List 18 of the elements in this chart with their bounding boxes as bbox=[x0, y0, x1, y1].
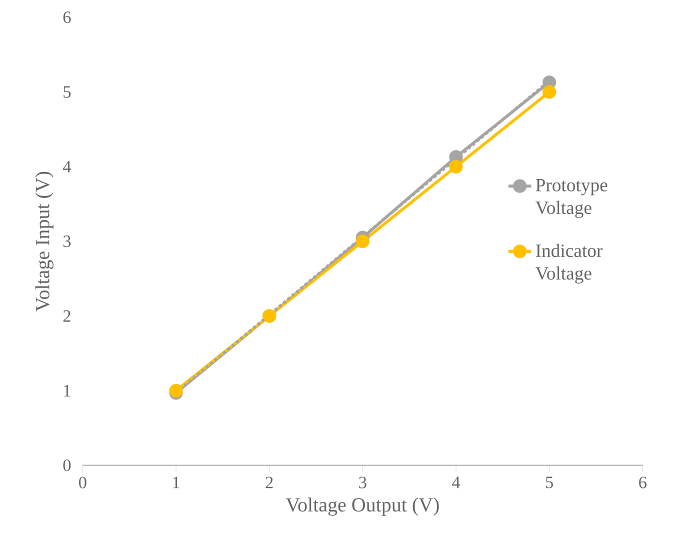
x-tick-label: 1 bbox=[173, 476, 180, 488]
x-tick-label: 6 bbox=[639, 476, 646, 488]
legend-label: Indicator Voltage bbox=[536, 244, 603, 284]
x-tick-label: 0 bbox=[79, 476, 86, 488]
x-tick-label: 2 bbox=[266, 476, 273, 488]
y-tick-label: 3 bbox=[63, 235, 71, 248]
x-tick-label: 5 bbox=[546, 476, 553, 488]
x-tick-label: 4 bbox=[452, 476, 460, 488]
x-tick-label: 3 bbox=[359, 476, 366, 488]
y-axis-title: Voltage Input (V) bbox=[35, 172, 54, 312]
y-tick-label: 6 bbox=[63, 11, 71, 24]
y-tick-label: 4 bbox=[62, 160, 72, 172]
y-tick-label: 2 bbox=[63, 310, 70, 322]
legend-label: Prototype Voltage bbox=[536, 178, 608, 218]
y-tick-label: 5 bbox=[64, 86, 71, 98]
y-tick-label: 1 bbox=[64, 384, 70, 396]
x-axis-title: Voltage Output (V) bbox=[286, 498, 439, 516]
y-tick-label: 0 bbox=[63, 459, 71, 472]
